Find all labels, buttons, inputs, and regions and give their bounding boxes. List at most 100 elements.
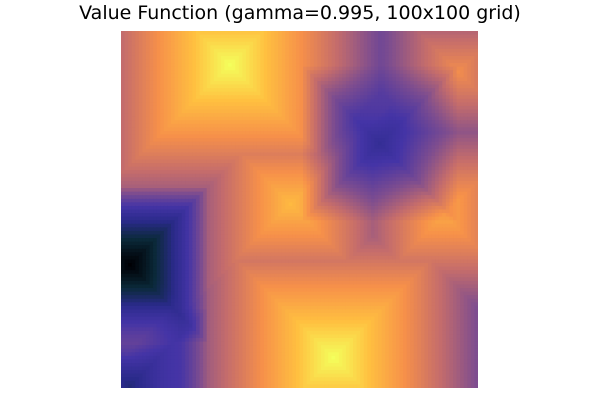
heatmap-cell (153, 170, 158, 175)
heatmap-cell (192, 55, 197, 61)
heatmap-cell (249, 145, 254, 150)
heatmap-cell (381, 177, 386, 182)
heatmap-cell (145, 34, 151, 39)
heatmap-cell (328, 88, 333, 93)
heatmap-cell (292, 159, 297, 164)
heatmap-cell (224, 163, 229, 168)
heatmap-cell (224, 45, 229, 50)
heatmap-cell (242, 130, 247, 136)
heatmap-cell (453, 98, 458, 103)
heatmap-cell (335, 38, 340, 43)
heatmap-cell (424, 34, 429, 39)
heatmap-cell (356, 120, 361, 125)
heatmap-cell (331, 205, 336, 211)
heatmap-cell (474, 45, 478, 50)
heatmap-cell (303, 98, 308, 103)
heatmap-cell (310, 95, 315, 100)
heatmap-cell (442, 102, 447, 107)
heatmap-cell (370, 188, 376, 193)
heatmap-cell (288, 145, 293, 150)
heatmap-cell (128, 116, 133, 121)
heatmap-cell (199, 34, 204, 39)
heatmap-cell (342, 195, 347, 200)
heatmap-cell (228, 98, 233, 103)
heatmap-cell (306, 80, 311, 86)
heatmap-cell (235, 138, 240, 143)
heatmap-cell (299, 80, 304, 86)
heatmap-cell (185, 202, 190, 207)
heatmap-cell (367, 202, 372, 207)
heatmap-cell (278, 184, 283, 189)
heatmap-cell (217, 113, 222, 118)
heatmap-cell (274, 113, 279, 118)
heatmap-cell (156, 163, 161, 168)
heatmap-cell (121, 45, 126, 50)
heatmap-cell (428, 130, 433, 136)
heatmap-cell (342, 170, 347, 175)
heatmap-cell (388, 134, 393, 139)
heatmap-cell (474, 138, 478, 143)
heatmap-cell (317, 173, 322, 178)
heatmap-cell (203, 77, 208, 82)
heatmap-cell (149, 184, 154, 189)
heatmap-cell (395, 91, 401, 96)
heatmap-cell (274, 166, 279, 171)
heatmap-cell (245, 205, 251, 211)
heatmap-cell (156, 102, 161, 107)
heatmap-cell (195, 134, 201, 139)
heatmap-cell (295, 184, 301, 189)
heatmap-cell (163, 38, 169, 43)
heatmap-cell (324, 177, 329, 182)
heatmap-cell (403, 41, 408, 46)
heatmap-cell (467, 59, 472, 64)
heatmap-cell (410, 88, 415, 93)
heatmap-cell (224, 91, 229, 96)
heatmap-cell (217, 173, 222, 178)
heatmap-cell (406, 205, 411, 211)
heatmap-cell (413, 102, 418, 107)
heatmap-cell (188, 73, 193, 79)
heatmap-cell (306, 134, 311, 139)
heatmap-cell (435, 102, 440, 107)
heatmap-cell (163, 55, 169, 61)
heatmap-cell (303, 52, 308, 57)
heatmap-cell (210, 63, 215, 68)
heatmap-cell (128, 55, 133, 61)
heatmap-cell (238, 191, 243, 196)
heatmap-cell (256, 155, 261, 161)
heatmap-cell (285, 48, 290, 54)
heatmap-cell (260, 105, 265, 111)
heatmap-cell (174, 202, 179, 207)
heatmap-cell (153, 63, 158, 68)
heatmap-cell (303, 205, 308, 211)
heatmap-cell (338, 31, 343, 36)
heatmap-cell (185, 141, 190, 146)
heatmap-cell (303, 155, 308, 161)
heatmap-cell (428, 102, 433, 107)
heatmap-cell (170, 202, 176, 207)
heatmap-cell (399, 123, 404, 128)
heatmap-cell (470, 152, 476, 157)
heatmap-cell (153, 173, 158, 178)
heatmap-cell (295, 198, 301, 203)
heatmap-cell (174, 55, 179, 61)
heatmap-cell (178, 130, 183, 136)
heatmap-cell (381, 98, 386, 103)
heatmap-cell (278, 127, 283, 132)
heatmap-cell (163, 113, 169, 118)
heatmap-cell (470, 202, 476, 207)
heatmap-cell (231, 73, 236, 79)
heatmap-cell (420, 152, 426, 157)
heatmap-cell (360, 63, 365, 68)
heatmap-cell (320, 123, 326, 128)
heatmap-cell (170, 180, 176, 186)
heatmap-cell (306, 66, 311, 71)
heatmap-cell (299, 88, 304, 93)
heatmap-cell (167, 55, 172, 61)
heatmap-cell (378, 127, 383, 132)
heatmap-cell (445, 120, 451, 125)
heatmap-cell (356, 173, 361, 178)
heatmap-cell (467, 138, 472, 143)
heatmap-cell (224, 31, 229, 36)
heatmap-cell (349, 73, 354, 79)
